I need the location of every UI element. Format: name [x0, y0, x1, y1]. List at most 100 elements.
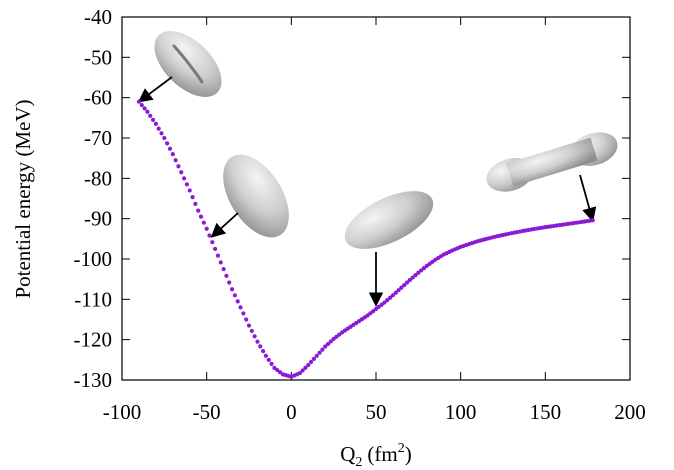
data-point	[204, 226, 209, 231]
data-point	[320, 347, 325, 352]
data-point	[303, 365, 308, 370]
data-point	[266, 357, 271, 362]
data-point	[393, 290, 398, 295]
annotation-arrow-hourglass-ellipsoid	[137, 76, 173, 103]
x-tick-label: 50	[366, 400, 387, 424]
data-point	[145, 109, 150, 114]
y-tick-label: -50	[84, 45, 112, 69]
data-point	[187, 188, 192, 193]
data-point	[142, 106, 147, 111]
y-tick-label: -100	[74, 247, 113, 271]
annotation-arrow-ellipsoid	[210, 212, 239, 238]
data-point	[238, 305, 243, 310]
annotation-arrows	[137, 76, 597, 307]
x-axis-label-unit: (fm	[367, 442, 397, 466]
data-point	[269, 361, 274, 366]
data-point	[317, 350, 322, 355]
data-point	[396, 288, 401, 293]
data-point	[227, 280, 232, 285]
data-point	[590, 218, 595, 223]
data-point	[300, 368, 305, 373]
data-point	[148, 113, 153, 118]
data-point	[150, 117, 156, 122]
data-point	[421, 266, 427, 271]
x-tick-label: 200	[614, 400, 646, 424]
x-axis-label-sup: 2	[398, 441, 405, 456]
shape-image-ellipsoid	[223, 154, 289, 238]
data-point	[153, 121, 158, 126]
y-tick-label: -70	[84, 126, 112, 150]
data-point	[255, 339, 260, 344]
data-point	[413, 273, 418, 278]
y-tick-labels: -40 -50 -60 -70 -80 -90 -100 -110 -120 -130	[74, 5, 113, 392]
data-point	[311, 356, 317, 361]
data-point	[404, 280, 410, 285]
data-point	[173, 158, 178, 163]
data-point	[167, 146, 173, 151]
data-point	[314, 353, 319, 358]
annotation-arrow-necked-cylinder	[579, 174, 597, 223]
data-point	[388, 295, 393, 300]
data-point	[410, 275, 415, 280]
data-point	[193, 201, 198, 206]
data-point	[179, 170, 184, 175]
data-point	[246, 323, 252, 328]
y-tick-label: -90	[84, 207, 112, 231]
x-axis-label-close: )	[405, 442, 412, 466]
data-point	[390, 293, 396, 298]
data-point	[308, 359, 314, 365]
x-axis-label-sub: 2	[355, 455, 362, 470]
data-point	[221, 266, 226, 272]
data-point	[402, 282, 407, 288]
data-point	[385, 298, 390, 303]
data-point	[297, 371, 302, 376]
x-axis-label-main: Q	[340, 442, 355, 466]
data-point	[196, 208, 201, 213]
x-tick-label: -50	[193, 400, 221, 424]
data-point	[252, 334, 257, 339]
data-point	[224, 273, 229, 278]
x-tick-label: -100	[103, 400, 142, 424]
data-point	[181, 176, 187, 181]
data-point	[190, 195, 195, 200]
y-tick-label: -40	[84, 5, 112, 29]
x-tick-labels: -100 -50 0 50 100 150 200	[103, 400, 646, 424]
y-tick-label: -60	[84, 86, 112, 110]
data-point	[165, 141, 170, 146]
data-point	[232, 293, 237, 298]
y-tick-label: -110	[74, 287, 112, 311]
data-point	[198, 214, 204, 219]
y-tick-label: -130	[74, 368, 113, 392]
data-point	[328, 339, 333, 344]
axis-ticks	[121, 16, 631, 381]
data-point	[215, 253, 221, 258]
data-point	[136, 99, 142, 104]
data-point	[263, 353, 269, 358]
data-point	[229, 287, 235, 292]
shape-image-necked-cylinder	[486, 132, 618, 192]
data-point	[156, 126, 161, 131]
data-point	[306, 362, 311, 368]
x-axis-label: Q2 (fm2)	[340, 441, 412, 470]
data-point	[176, 164, 181, 169]
data-point	[159, 131, 164, 136]
data-point	[218, 260, 223, 265]
data-point	[407, 277, 412, 283]
x-tick-label: 0	[286, 400, 297, 424]
data-point	[382, 300, 387, 305]
data-point	[323, 344, 328, 349]
data-point	[184, 182, 190, 187]
data-point	[210, 240, 215, 245]
data-point	[170, 152, 175, 157]
data-point	[249, 328, 254, 334]
shape-image-elongated-ellipsoid	[344, 191, 434, 249]
data-point	[139, 102, 144, 108]
data-point	[201, 220, 206, 225]
y-tick-label: -80	[84, 166, 112, 190]
data-point	[244, 317, 249, 322]
shape-image-hourglass	[154, 31, 222, 97]
data-point	[241, 311, 246, 316]
data-point	[416, 270, 421, 275]
data-point	[207, 233, 212, 238]
